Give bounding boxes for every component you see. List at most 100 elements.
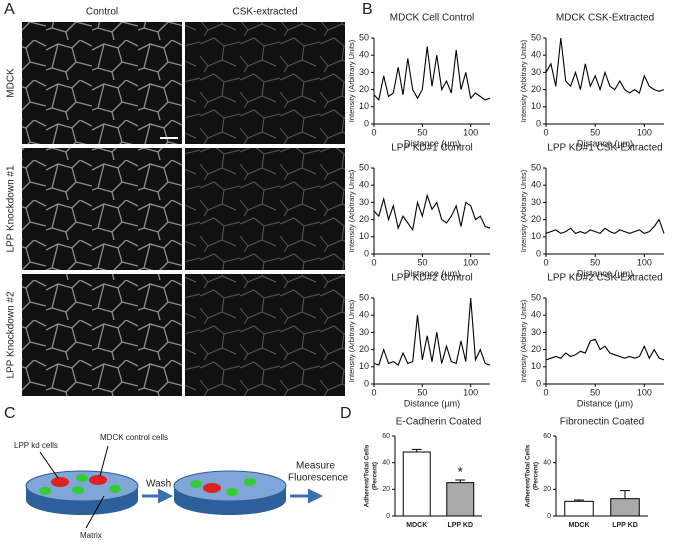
cell — [76, 474, 88, 482]
row-label: LPP Knockdown #2 — [6, 291, 17, 379]
x-tick-label: LPP KD — [447, 522, 473, 529]
y-axis-label: Intensity (Arbitrary Units) — [347, 169, 356, 252]
dish-top — [173, 470, 287, 502]
y-axis-label: Intensity (Arbitrary Units) — [519, 299, 528, 382]
micrograph-texture — [185, 148, 345, 270]
y-tick-label: 50 — [359, 292, 369, 302]
micrograph-texture — [22, 22, 182, 144]
x-tick-label: 100 — [463, 257, 478, 267]
y-tick-label: 20 — [543, 486, 551, 493]
x-tick-label: 100 — [637, 127, 652, 137]
y-tick-label: 30 — [531, 67, 541, 77]
micrograph-texture — [185, 22, 345, 144]
chart: Fibronectin Coated 0 20 40 60 Adherent/Total … — [525, 417, 648, 529]
y-tick-label: 30 — [359, 67, 369, 77]
x-tick-label: 0 — [543, 257, 548, 267]
schematic-label: Measure — [296, 461, 335, 472]
pointer — [85, 495, 105, 529]
line-series — [545, 338, 665, 361]
y-tick-label: 40 — [359, 180, 369, 190]
y-tick-label: 20 — [359, 214, 369, 224]
bar — [610, 498, 640, 517]
x-tick-label: 0 — [371, 257, 376, 267]
micrograph-texture — [185, 274, 345, 396]
x-tick-label: 50 — [590, 127, 600, 137]
cell — [244, 478, 256, 486]
x-tick-label: 0 — [371, 387, 376, 397]
y-tick-label: 20 — [531, 84, 541, 94]
chart: E-Cadherin Coated 0 20 40 60 Adherent/Total C… — [364, 417, 482, 529]
column-header: CSK-extracted — [232, 7, 297, 18]
x-tick-label: 50 — [590, 387, 600, 397]
y-tick-label: 0 — [386, 513, 390, 520]
y-tick-label: 30 — [359, 327, 369, 337]
x-tick-label: 100 — [463, 387, 478, 397]
x-tick-label: 100 — [463, 127, 478, 137]
y-tick-label: 20 — [359, 84, 369, 94]
cell — [203, 483, 221, 493]
error-bar — [574, 499, 584, 502]
panel-label: D — [340, 405, 352, 422]
y-tick-label: 0 — [547, 513, 551, 520]
bar — [446, 482, 475, 517]
chart-title: LPP KD#2 Control — [391, 273, 473, 284]
annotation: * — [458, 464, 464, 480]
y-axis-label: Intensity (Arbitrary Units) — [347, 299, 356, 382]
x-tick-label: 50 — [417, 387, 427, 397]
line-series — [373, 193, 491, 232]
pointer — [99, 445, 109, 477]
y-axis-label: Intensity (Arbitrary Units) — [519, 169, 528, 252]
y-tick-label: 60 — [382, 433, 390, 440]
chart-title: MDCK CSK-Extracted — [556, 13, 654, 24]
y-axis-label: Adherent/Total Cells — [525, 444, 532, 507]
chart-title: Fibronectin Coated — [560, 417, 645, 428]
y-tick-label: 40 — [531, 50, 541, 60]
column-header: Control — [86, 7, 118, 18]
cell — [72, 486, 84, 494]
x-axis-label: Distance (µm) — [577, 398, 633, 408]
micrograph-texture — [22, 274, 182, 396]
y-tick-label: 0 — [364, 378, 369, 388]
y-tick-label: 50 — [531, 292, 541, 302]
schematic-label: MDCK control cells — [100, 433, 168, 442]
x-tick-label: MDCK — [569, 522, 590, 529]
chart: LPP KD#1 CSK-Extracted 0 10 20 30 40 50 0 50 100 D… — [519, 143, 665, 278]
y-tick-label: 30 — [531, 327, 541, 337]
y-tick-label: 30 — [359, 197, 369, 207]
x-tick-label: 50 — [417, 127, 427, 137]
x-tick-label: 50 — [417, 257, 427, 267]
chart-title: E-Cadherin Coated — [396, 417, 482, 428]
x-tick-label: 100 — [637, 257, 652, 267]
y-tick-label: 10 — [531, 361, 541, 371]
cell — [89, 475, 107, 485]
x-axis-label: Distance (µm) — [404, 398, 460, 408]
y-tick-label: 0 — [536, 248, 541, 258]
panel-label: A — [4, 1, 15, 18]
y-tick-label: 0 — [536, 378, 541, 388]
bar — [564, 500, 594, 517]
x-tick-label: 0 — [543, 387, 548, 397]
schematic-label: Wash — [146, 479, 171, 490]
chart: LPP KD#2 CSK-Extracted 0 10 20 30 40 50 0 50 100 D… — [519, 273, 665, 408]
line-series — [373, 46, 491, 102]
error-bar — [620, 490, 630, 499]
y-tick-label: 10 — [531, 101, 541, 111]
y-axis-label: Adherent/Total Cells — [364, 444, 371, 507]
y-tick-label: 40 — [543, 460, 551, 467]
schematic-label: LPP kd cells — [14, 441, 58, 450]
chart-title: LPP KD#1 Control — [391, 143, 473, 154]
y-tick-label: 40 — [531, 310, 541, 320]
y-tick-label: 20 — [531, 214, 541, 224]
line-series — [545, 218, 665, 235]
cell — [39, 487, 51, 495]
y-tick-label: 40 — [359, 50, 369, 60]
y-tick-label: 60 — [543, 433, 551, 440]
chart: MDCK CSK-Extracted 0 10 20 30 40 50 0 50 100 Dista… — [519, 13, 665, 148]
panel-label: B — [362, 1, 373, 18]
y-tick-label: 10 — [359, 231, 369, 241]
y-axis-label: Intensity (Arbitrary Units) — [519, 39, 528, 122]
chart: MDCK Cell Control 0 10 20 30 40 50 0 50 100Distan… — [347, 13, 491, 148]
y-tick-label: 50 — [359, 32, 369, 42]
chart-title: MDCK Cell Control — [390, 13, 474, 24]
y-tick-label: 30 — [531, 197, 541, 207]
